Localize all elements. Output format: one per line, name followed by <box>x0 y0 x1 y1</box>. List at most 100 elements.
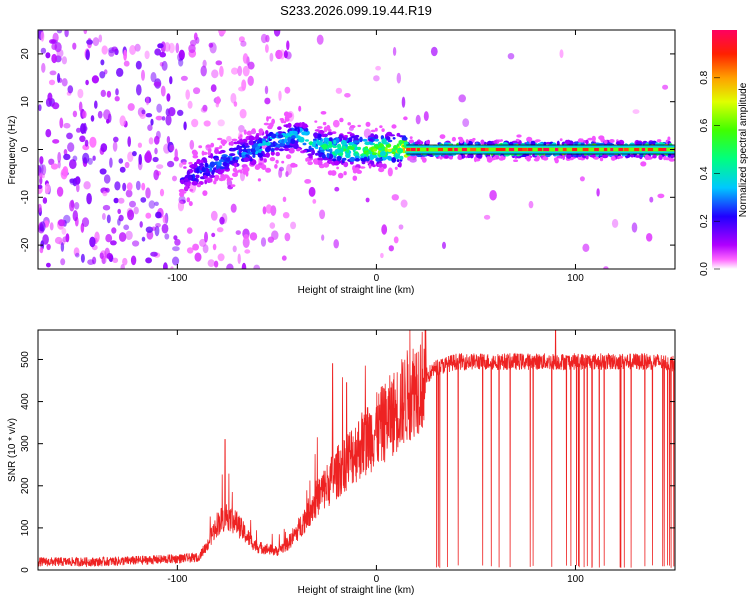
spectrogram-cell <box>123 49 127 61</box>
spectrogram-cell <box>472 137 476 141</box>
spectrogram-x-tick-label: -100 <box>167 273 187 284</box>
spectrogram-cell <box>232 245 237 253</box>
spectrogram-cell <box>287 122 292 128</box>
spectrogram-cell <box>83 30 88 35</box>
spectrogram-cell <box>145 96 150 106</box>
spectrogram-cell <box>601 154 609 159</box>
spectrogram-y-tick-label: 0 <box>20 146 31 152</box>
spectrogram-cell <box>354 158 360 162</box>
spectrogram-cell <box>159 188 165 197</box>
spectrogram-cell <box>270 148 275 152</box>
spectrogram-cell <box>67 85 74 94</box>
spectrogram-cell <box>302 149 308 153</box>
spectrogram-cell <box>241 144 245 148</box>
spectrogram-cell <box>114 96 120 102</box>
spectrogram-cell <box>219 65 224 77</box>
spectrogram-cell <box>483 214 491 220</box>
spectrogram-cell <box>122 257 128 266</box>
spectrogram-x-tick-label: 100 <box>567 273 584 284</box>
spectrogram-cell <box>209 174 216 178</box>
spectrogram-cell <box>290 221 297 230</box>
spectrogram-cell <box>118 158 124 164</box>
spectrogram-cell <box>80 253 85 263</box>
spectrogram-cell <box>251 128 256 133</box>
spectrogram-cell <box>111 46 118 52</box>
spectrogram-cell <box>564 140 570 144</box>
spectrogram-cell <box>209 42 217 54</box>
spectrogram-cell <box>82 110 87 119</box>
spectrogram-cell <box>290 162 297 168</box>
spectrogram-cell <box>116 67 124 77</box>
spectrogram-cell <box>106 90 112 98</box>
spectrogram-cell <box>382 163 387 169</box>
spectrogram-cell <box>243 129 247 135</box>
spectrogram-cell <box>316 34 324 45</box>
spectrogram-cell <box>49 70 57 76</box>
spectrogram-cell <box>73 247 80 257</box>
spectrogram-cell <box>126 182 133 191</box>
spectrogram-cell <box>381 146 386 152</box>
spectrogram-cell <box>191 118 199 128</box>
spectrogram-cell <box>210 210 218 221</box>
spectrogram-cell <box>204 231 208 243</box>
spectrogram-cell <box>243 157 250 163</box>
spectrogram-cell <box>199 162 204 167</box>
spectrogram-cell <box>169 76 173 85</box>
spectrogram-cell <box>320 111 327 115</box>
spectrogram-cell <box>372 148 378 152</box>
spectrogram-cell <box>255 134 260 140</box>
spectrogram-cell <box>349 142 354 145</box>
spectrogram-cell <box>670 154 674 159</box>
spectrogram-cell <box>85 49 90 61</box>
spectrogram-cell <box>127 103 135 111</box>
spectrogram-cell <box>286 164 292 176</box>
spectrogram-cell <box>314 120 318 123</box>
spectrogram-cell <box>242 53 249 64</box>
spectrogram-cell <box>349 125 356 129</box>
spectrogram-cell <box>157 43 164 49</box>
spectrogram-cell <box>199 238 207 247</box>
spectrogram-cell <box>213 260 219 268</box>
spectrogram-cell <box>102 191 108 197</box>
spectrogram-cell <box>589 154 596 158</box>
spectrogram-cell <box>57 160 61 169</box>
spectrogram-cell <box>585 139 589 145</box>
spectrogram-cell <box>214 157 220 161</box>
spectrogram-cell <box>269 157 276 162</box>
spectrogram-cell <box>196 158 201 163</box>
spectrogram-cell <box>542 156 549 161</box>
spectrogram-cell <box>337 153 344 156</box>
spectrogram-cell <box>339 117 344 123</box>
spectrogram-cell <box>127 151 134 163</box>
snr-y-tick-label: 300 <box>20 435 31 452</box>
spectrogram-cell <box>387 148 392 153</box>
spectrogram-cell <box>359 166 366 169</box>
carrier-peak <box>461 148 467 151</box>
spectrogram-cell <box>51 53 58 64</box>
spectrogram-cell <box>202 59 207 68</box>
spectrogram-cell <box>168 107 176 117</box>
spectrogram-cell <box>284 86 291 94</box>
spectrogram-cell <box>97 110 103 119</box>
spectrogram-cell <box>323 137 330 143</box>
spectrogram-cell <box>103 109 111 120</box>
spectrogram-cell <box>279 118 283 121</box>
spectrogram-cell <box>343 135 348 138</box>
spectrogram-cell <box>100 89 107 97</box>
spectrogram-cell <box>265 130 269 135</box>
spectrogram-cell <box>545 141 551 145</box>
spectrogram-cell <box>279 143 285 147</box>
spectrogram-cell <box>257 178 261 182</box>
spectrogram-cell <box>486 157 493 163</box>
spectrogram-cell <box>354 167 360 172</box>
spectrogram-cell <box>343 161 349 168</box>
spectrogram-cell <box>451 136 456 142</box>
spectrogram-cell <box>154 135 160 145</box>
spectrogram-cell <box>210 153 214 159</box>
spectrogram-cell <box>140 197 147 203</box>
spectrogram-cell <box>391 124 397 129</box>
spectrogram-cell <box>172 246 180 252</box>
spectrogram-cell <box>235 157 240 160</box>
spectrogram-cell <box>439 157 443 160</box>
